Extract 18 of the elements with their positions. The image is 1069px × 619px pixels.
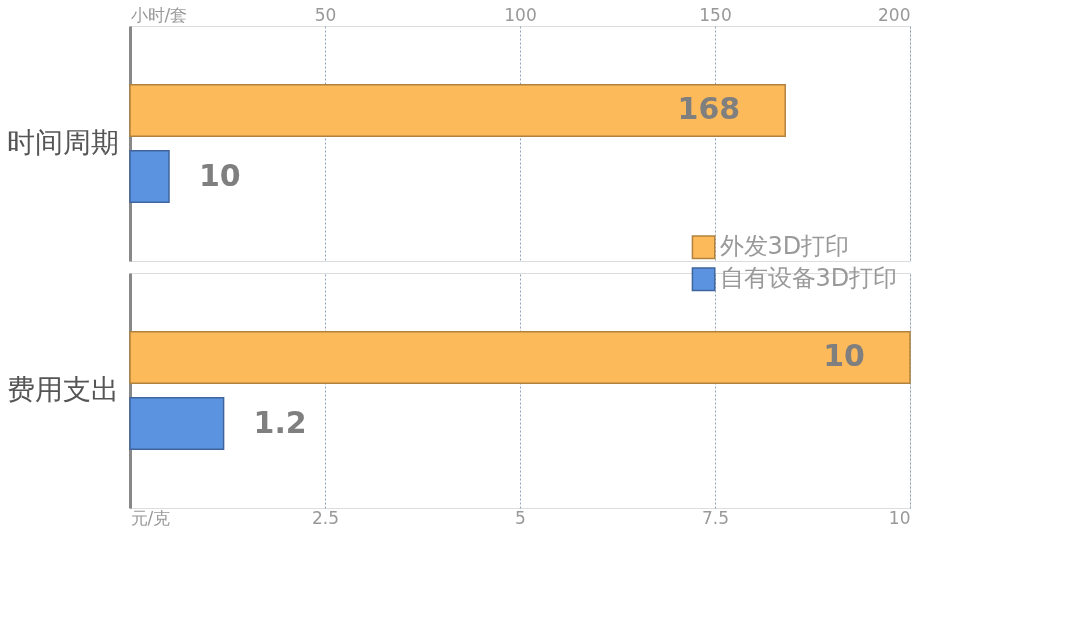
y-tick-label: 费用支出 <box>6 372 119 406</box>
x-tick-label: 7.5 <box>701 507 730 528</box>
x-tick-label: 5 <box>515 507 526 528</box>
legend-label: 自有设备3D打印 <box>719 264 898 293</box>
x-tick-label: 元/克 <box>130 507 171 528</box>
x2-tick-label: 小时/套 <box>130 4 188 25</box>
x2-tick-label: 200 <box>878 4 911 25</box>
data-label: 168 <box>677 91 741 127</box>
x2-tick-label: 150 <box>699 4 732 25</box>
data-label: 10 <box>199 157 241 193</box>
legend-label: 外发3D打印 <box>719 232 850 261</box>
x-tick-label: 2.5 <box>311 507 340 528</box>
x-tick-label: 10 <box>888 507 911 528</box>
y-tick-label: 时间周期 <box>6 125 119 159</box>
data-label: 10 <box>823 338 865 374</box>
x2-tick-label: 50 <box>314 4 337 25</box>
x2-tick-label: 100 <box>504 4 537 25</box>
data-label: 1.2 <box>253 404 307 440</box>
